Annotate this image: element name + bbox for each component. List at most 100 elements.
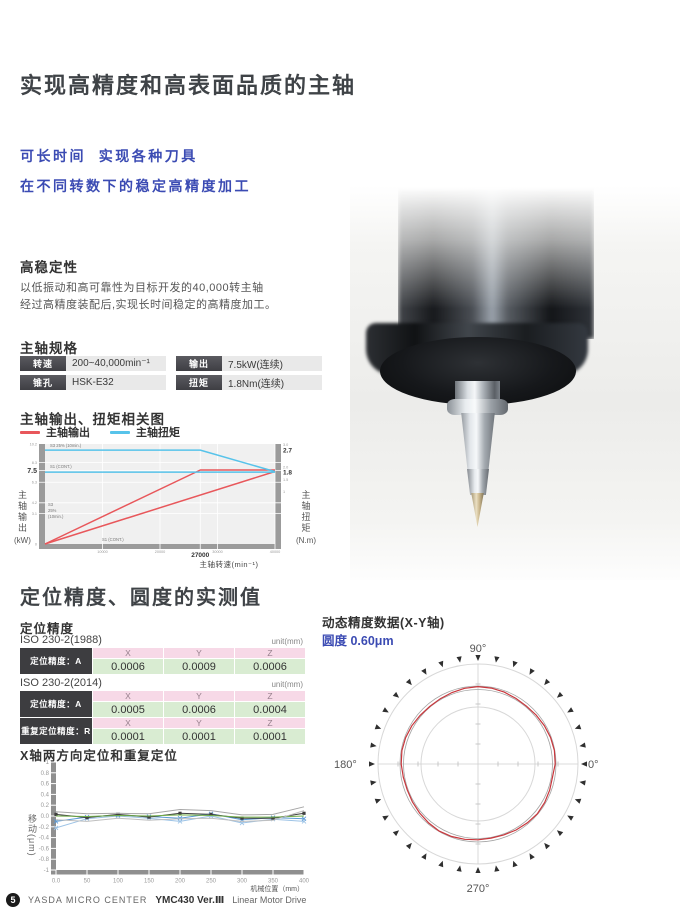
svg-text:20000: 20000 [155,550,166,554]
accuracy-value-y: 0.0006 [164,702,234,717]
iso-1988-caption: ISO 230-2(1988) unit(mm) [20,634,303,646]
positioning-accuracy-heading: 定位精度 [20,622,75,636]
svg-text:7.5: 7.5 [27,468,37,475]
iso-1988-unit: unit(mm) [271,637,303,646]
roundness-polar-chart: 90° 270° 180° 0° [334,643,599,895]
page-title: 实现高精度和高表面品质的主轴 [20,73,357,98]
svg-text:S3 25% (10min.): S3 25% (10min.) [50,443,82,448]
svg-text:2.0: 2.0 [283,466,288,470]
torque-chart: 10.2 8.3 7.5 6.3 4.2 3.1 0 3.02.7 2.01.81.5 1 1000… [27,442,292,569]
spindle-photo [350,185,680,580]
iso-2014-table: 定位精度：A X Y Z 0.0005 0.0006 0.0004 重复定位精度… [20,691,305,744]
accuracy-value-x: 0.0005 [93,702,163,717]
left-axis-unit: (kW) [14,536,31,545]
legend-label-torque: 主轴扭矩 [136,427,180,439]
svg-text:10.2: 10.2 [30,442,37,446]
axis-header-y: Y [164,648,234,658]
output-line-swatch [20,430,40,434]
torque-chart-heading: 主轴输出、扭矩相关图 [20,412,165,427]
accuracy-a-label: 定位精度：A [20,691,92,717]
subtitle-line-2: 在不同转数下的稳定高精度加工 [20,178,251,194]
svg-text:270°: 270° [467,883,490,895]
svg-text:3.1: 3.1 [32,512,37,516]
torque-chart-left-axis-label: 主轴输出 (kW) [14,490,31,545]
spec-gap [166,375,176,390]
repeatability-value-z: 0.0001 [235,729,305,744]
left-axis-label-text: 主轴输出 [16,490,27,534]
svg-text:4.2: 4.2 [32,501,37,505]
svg-text:1.8: 1.8 [283,470,292,477]
axis-header-y: Y [164,691,234,701]
iso-2014-standard: ISO 230-2(2014) [20,677,102,689]
iso-1988-table: 定位精度：A X Y Z 0.0006 0.0009 0.0006 [20,648,305,674]
roundness-value: 圆度 0.60μm [322,634,394,648]
svg-text:0.2: 0.2 [41,803,50,809]
svg-text:1: 1 [46,760,50,766]
svg-text:8.3: 8.3 [32,461,37,465]
axis-header-x: X [93,648,163,658]
spec-value-torque: 1.8Nm(连续) [222,375,322,390]
spec-gap [166,356,176,371]
torque-chart-right-axis-label: 主轴扭矩 (N.m) [296,490,316,545]
axis-header-z: Z [235,648,305,658]
svg-text:主轴转速(min⁻¹): 主轴转速(min⁻¹) [199,559,258,569]
stability-text-2: 经过高精度装配后,实现长时间稳定的高精度加工。 [20,299,277,311]
accuracy-value-z: 0.0006 [235,659,305,674]
axis-header-z: Z [235,691,305,701]
svg-text:10000: 10000 [97,550,108,554]
svg-text:400: 400 [299,879,310,885]
accuracy-value-z: 0.0004 [235,702,305,717]
svg-text:27000: 27000 [191,552,209,559]
legend-item-output: 主轴输出 [20,424,90,440]
svg-text:S1 (CONT.): S1 (CONT.) [50,464,72,469]
svg-text:40000: 40000 [270,550,281,554]
svg-text:-0.2: -0.2 [39,825,50,831]
spec-label-taper: 锥孔 [20,375,66,390]
accuracy-a-label: 定位精度：A [20,648,92,674]
torque-chart-legend: 主轴输出 主轴扭矩 [20,424,180,440]
svg-text:1: 1 [283,490,285,494]
iso-2014-unit: unit(mm) [271,680,303,689]
accuracy-section-title: 定位精度、圆度的实测值 [20,587,262,609]
dynamic-accuracy-heading: 动态精度数据(X-Y轴) [322,616,445,630]
svg-text:25%: 25% [48,508,57,513]
torque-line-swatch [110,430,130,434]
svg-text:250: 250 [206,879,217,885]
svg-text:-0.8: -0.8 [39,857,50,863]
footer-model: YMC430 Ver.Ⅲ [155,894,225,906]
svg-text:0: 0 [35,542,37,546]
spec-value-speed: 200~40,000min⁻¹ [66,356,166,371]
legend-label-output: 主轴输出 [46,427,90,439]
footer-brand: YASDA MICRO CENTER [28,895,148,905]
axis-header-z: Z [235,718,305,728]
svg-text:0.4: 0.4 [41,792,50,798]
svg-text:2.7: 2.7 [283,448,292,455]
iso-1988-standard: ISO 230-2(1988) [20,634,102,646]
svg-text:30000: 30000 [212,550,223,554]
axis-header-x: X [93,718,163,728]
accuracy-value-x: 0.0006 [93,659,163,674]
spec-label-speed: 转速 [20,356,66,371]
spec-value-output: 7.5kW(连续) [222,356,322,371]
positioning-chart-heading: X轴两方向定位和重复定位 [20,749,178,763]
spindle-body [398,187,594,339]
svg-text:-1: -1 [44,868,50,874]
right-axis-unit: (N.m) [296,536,316,545]
spec-value-taper: HSK-E32 [66,375,166,390]
svg-text:0.6: 0.6 [41,782,50,788]
svg-text:0.0: 0.0 [52,879,61,885]
repeatability-value-x: 0.0001 [93,729,163,744]
svg-text:机械位置（mm）: 机械位置（mm） [250,884,304,892]
svg-text:6.3: 6.3 [32,481,37,485]
svg-text:200: 200 [175,879,186,885]
iso-2014-caption: ISO 230-2(2014) unit(mm) [20,677,303,689]
svg-text:50: 50 [84,879,91,885]
svg-text:300: 300 [237,879,248,885]
tool-holder-collar [447,399,508,415]
repeatability-value-y: 0.0001 [164,729,234,744]
tool-holder-shaft [455,381,500,403]
svg-text:0°: 0° [588,759,599,771]
spindle-spec-table: 转速 200~40,000min⁻¹ 输出 7.5kW(连续) 锥孔 HSK-E… [20,356,322,390]
spec-label-output: 输出 [176,356,222,371]
